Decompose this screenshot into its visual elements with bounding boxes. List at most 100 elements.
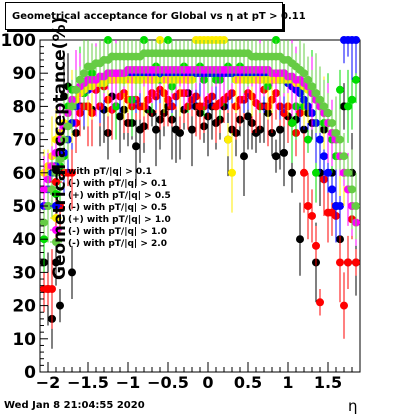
y-tick-label: 50 [12, 197, 36, 217]
y-tick-label: 80 [12, 97, 36, 117]
data-point [324, 109, 332, 118]
x-tick-label: −1 [116, 373, 141, 392]
x-tick-label: −1.5 [67, 373, 109, 392]
y-tick-label: 0 [24, 363, 36, 383]
data-point [68, 268, 76, 277]
data-point [52, 258, 60, 267]
legend-marker [52, 226, 60, 234]
y-tick-label: 90 [12, 64, 36, 84]
data-point [328, 119, 336, 127]
data-point [348, 185, 356, 194]
data-point [300, 168, 308, 177]
data-point [116, 112, 124, 121]
data-point [68, 102, 76, 111]
x-tick-label: 0.5 [234, 373, 262, 392]
data-point [132, 142, 140, 151]
data-point [296, 235, 304, 244]
data-point [308, 82, 316, 91]
data-point [308, 211, 316, 220]
data-point [40, 185, 48, 194]
data-point [344, 258, 352, 267]
data-point [72, 85, 80, 94]
data-point [304, 75, 312, 84]
data-point [80, 69, 88, 78]
legend-marker [52, 178, 60, 186]
legend-entry-label: (+) with pT/|q| > 0.5 [68, 191, 171, 201]
data-point [68, 168, 76, 177]
data-point [176, 128, 184, 137]
legend-marker [52, 238, 60, 246]
legend-marker [52, 214, 60, 222]
timestamp: Wed Jan 8 21:04:55 2020 [4, 400, 145, 411]
data-point [312, 89, 320, 98]
data-point [64, 122, 72, 131]
data-point [316, 135, 324, 144]
legend-marker [52, 190, 60, 198]
data-point [224, 135, 232, 144]
chart-title-box: Geometrical acceptance for Global vs η a… [5, 2, 306, 30]
data-point [280, 148, 288, 157]
data-point [320, 102, 328, 111]
data-point [348, 95, 356, 104]
legend-entry-label: (+) with pT/|q| > 1.0 [68, 215, 171, 225]
data-point [300, 69, 308, 78]
data-point [76, 75, 84, 84]
data-point [304, 202, 312, 210]
data-point [40, 218, 48, 227]
data-point [344, 168, 352, 177]
y-tick-label: 20 [12, 297, 36, 317]
data-point [152, 125, 160, 134]
data-point [352, 258, 360, 267]
data-point [336, 85, 344, 94]
y-tick-label: 100 [1, 31, 37, 51]
data-point [288, 119, 296, 127]
legend-entry-label: (-) with pT/|q| > 0.1 [68, 179, 167, 189]
y-tick-label: 10 [12, 330, 36, 350]
y-tick-label: 30 [12, 263, 36, 283]
data-point [48, 285, 56, 293]
x-tick-label: 0 [202, 373, 213, 392]
data-point [328, 185, 336, 194]
y-axis-label: Geometrical acceptance(%) [50, 16, 70, 280]
y-tick-label: 70 [12, 131, 36, 151]
data-point [312, 168, 320, 177]
legend-marker [52, 202, 60, 210]
data-point [352, 202, 360, 210]
y-tick-label: 60 [12, 164, 36, 184]
data-point [316, 95, 324, 104]
data-point [352, 75, 360, 84]
data-point [336, 135, 344, 144]
data-point [60, 135, 68, 144]
data-point [288, 168, 296, 177]
data-point [240, 152, 248, 161]
data-point [340, 152, 348, 161]
data-point [228, 168, 236, 177]
data-point [352, 36, 360, 44]
data-point [344, 102, 352, 111]
legend-entry-label: (-) with pT/|q| > 0.5 [68, 203, 167, 213]
x-tick-label: −2 [36, 373, 61, 392]
x-tick-label: −0.5 [147, 373, 189, 392]
data-point [244, 112, 252, 121]
data-point [276, 125, 284, 134]
legend-entry-label: (-) with pT/|q| > 2.0 [68, 239, 167, 249]
data-point [336, 258, 344, 267]
data-point [272, 152, 280, 161]
legend-marker [52, 166, 60, 174]
data-point [56, 155, 64, 164]
data-point [320, 152, 328, 161]
data-point [56, 301, 64, 310]
legend-entry-label: with pT/|q| > 0.1 [68, 167, 152, 177]
data-point [340, 301, 348, 310]
y-tick-label: 40 [12, 230, 36, 250]
data-point [312, 241, 320, 250]
data-point [336, 202, 344, 210]
x-tick-label: 1 [282, 373, 293, 392]
x-axis-label: η [348, 397, 358, 415]
data-point [324, 168, 332, 177]
legend-entry-label: (-) with pT/|q| > 1.0 [68, 227, 167, 237]
x-tick-label: 1.5 [314, 373, 342, 392]
data-point [304, 135, 312, 144]
data-point [316, 298, 324, 307]
